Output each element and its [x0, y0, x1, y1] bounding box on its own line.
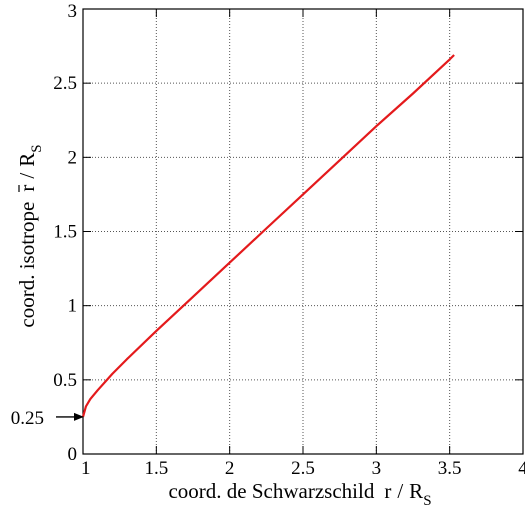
y-tick-label: 3 [68, 1, 78, 22]
x-tick-label: 3.5 [438, 458, 462, 479]
y-axis-label: coord. isotroper/RS [15, 144, 45, 327]
y-tick-label: 1.5 [53, 222, 77, 243]
y-tick-label: 2.5 [53, 73, 77, 94]
ticks: 1 1.5 2 2.5 3 3.5 4 0 0.5 1 1.5 2 2.5 3 [53, 1, 525, 479]
series-line [81, 54, 455, 418]
x-tick-label: 2.5 [291, 458, 315, 479]
x-tick-label: 3 [372, 458, 382, 479]
y-tick-label: 0 [68, 444, 78, 465]
x-tick-label: 2 [225, 458, 235, 479]
grid [83, 9, 523, 454]
x-axis-label: coord. de Schwarzschild r / RS [168, 479, 431, 509]
x-tick-label: 4 [518, 458, 525, 479]
y-tick-label: 2 [68, 147, 78, 168]
annotation-arrow-head [74, 412, 84, 421]
x-tick-label: 1.5 [144, 458, 168, 479]
y-tick-label: 1 [68, 296, 78, 317]
annotations: 0.25 [11, 408, 84, 429]
y-tick-label: 0.5 [53, 370, 77, 391]
series-layer [81, 54, 455, 418]
x-tick-label: 1 [81, 458, 91, 479]
annotation-label: 0.25 [11, 408, 44, 429]
